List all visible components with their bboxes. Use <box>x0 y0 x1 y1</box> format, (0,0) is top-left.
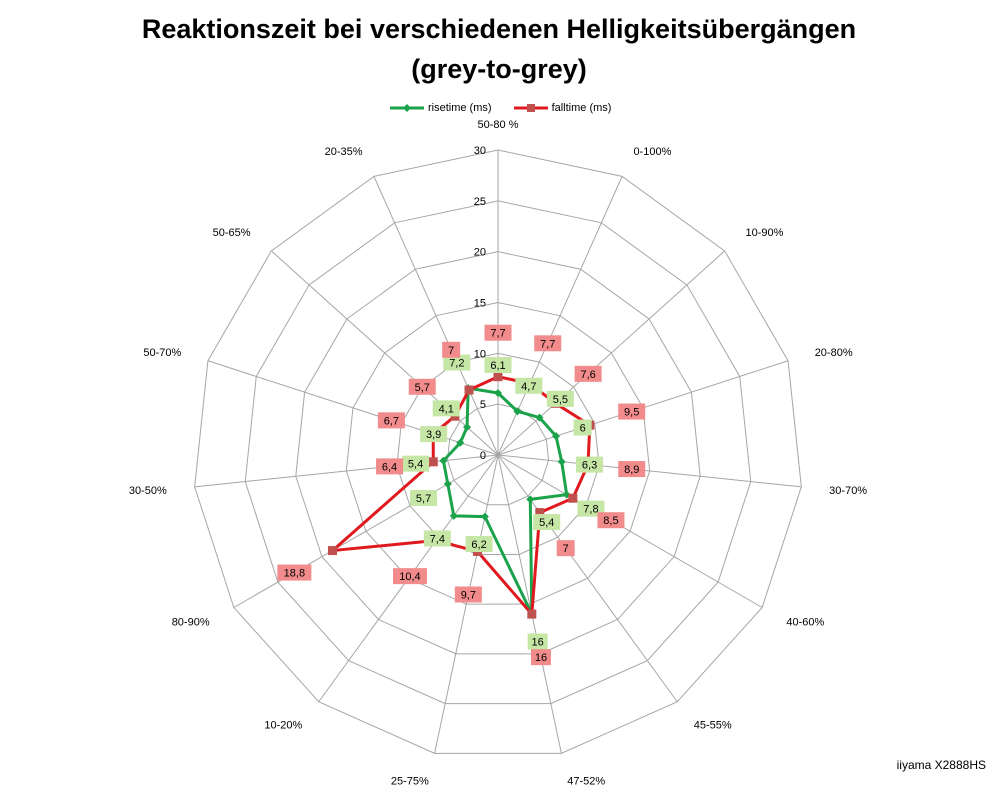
data-label-rise: 3,9 <box>426 429 441 441</box>
data-label-rise: 6 <box>580 422 586 434</box>
data-point-fall <box>465 385 474 394</box>
data-label-rise: 5,4 <box>539 517 554 529</box>
category-label: 40-60% <box>786 617 824 629</box>
radial-tick-label: 10 <box>474 348 486 360</box>
data-point-rise <box>444 480 452 488</box>
category-label: 50-65% <box>213 227 251 239</box>
grid-spoke <box>498 251 725 455</box>
category-label: 45-55% <box>694 719 732 731</box>
grid-spoke <box>498 455 801 487</box>
data-label-rise: 5,7 <box>416 493 431 505</box>
data-point-fall <box>527 610 536 619</box>
data-label-rise: 4,7 <box>521 381 536 393</box>
radial-tick-label: 25 <box>474 196 486 208</box>
category-label: 30-70% <box>829 485 867 497</box>
data-label-rise: 7,4 <box>430 534 445 546</box>
category-label: 50-80 % <box>478 119 519 131</box>
category-label: 20-80% <box>815 347 853 359</box>
data-label-fall: 5,7 <box>415 382 430 394</box>
category-label: 10-90% <box>745 227 783 239</box>
data-label-fall: 10,4 <box>399 571 420 583</box>
radial-tick-label: 30 <box>474 145 486 157</box>
grid-spoke <box>195 455 498 487</box>
data-label-rise: 7,8 <box>583 504 598 516</box>
data-label-fall: 7 <box>448 345 454 357</box>
data-label-rise: 5,5 <box>553 394 568 406</box>
data-label-fall: 16 <box>535 652 547 664</box>
grid-spoke <box>234 455 498 608</box>
data-label-fall: 9,7 <box>461 590 476 602</box>
category-label: 25-75% <box>391 776 429 786</box>
radial-tick-label: 0 <box>480 450 486 462</box>
data-point-fall <box>328 546 337 555</box>
data-point-fall <box>568 494 577 503</box>
data-label-rise: 6,3 <box>582 460 597 472</box>
footer-model-label: iiyama X2888HS <box>897 758 986 772</box>
data-point-fall <box>429 457 438 466</box>
radial-tick-label: 15 <box>474 298 486 310</box>
data-label-rise: 6,2 <box>471 539 486 551</box>
data-label-fall: 18,8 <box>284 568 305 580</box>
grid-spoke <box>498 455 677 702</box>
category-label: 0-100% <box>633 146 671 158</box>
data-point-fall <box>494 372 503 381</box>
data-label-fall: 7 <box>563 543 569 555</box>
data-label-fall: 7,7 <box>490 328 505 340</box>
data-label-rise: 6,1 <box>490 360 505 372</box>
data-label-rise: 7,2 <box>449 358 464 370</box>
data-point-rise <box>558 458 566 466</box>
category-label: 20-35% <box>325 146 363 158</box>
category-label: 10-20% <box>264 719 302 731</box>
data-label-fall: 6,4 <box>382 461 397 473</box>
data-point-rise <box>450 512 458 520</box>
category-label: 80-90% <box>172 617 210 629</box>
category-label: 50-70% <box>143 347 181 359</box>
radial-tick-label: 20 <box>474 247 486 259</box>
data-label-fall: 7,6 <box>580 369 595 381</box>
data-label-rise: 5,4 <box>408 459 423 471</box>
data-label-rise: 16 <box>532 637 544 649</box>
data-label-fall: 7,7 <box>540 338 555 350</box>
data-label-fall: 8,9 <box>624 464 639 476</box>
data-label-rise: 4,1 <box>439 403 454 415</box>
category-label: 47-52% <box>567 776 605 786</box>
data-label-fall: 8,5 <box>603 515 618 527</box>
category-label: 30-50% <box>129 485 167 497</box>
data-label-fall: 9,5 <box>624 407 639 419</box>
data-label-fall: 6,7 <box>384 415 399 427</box>
radial-tick-label: 5 <box>480 399 486 411</box>
